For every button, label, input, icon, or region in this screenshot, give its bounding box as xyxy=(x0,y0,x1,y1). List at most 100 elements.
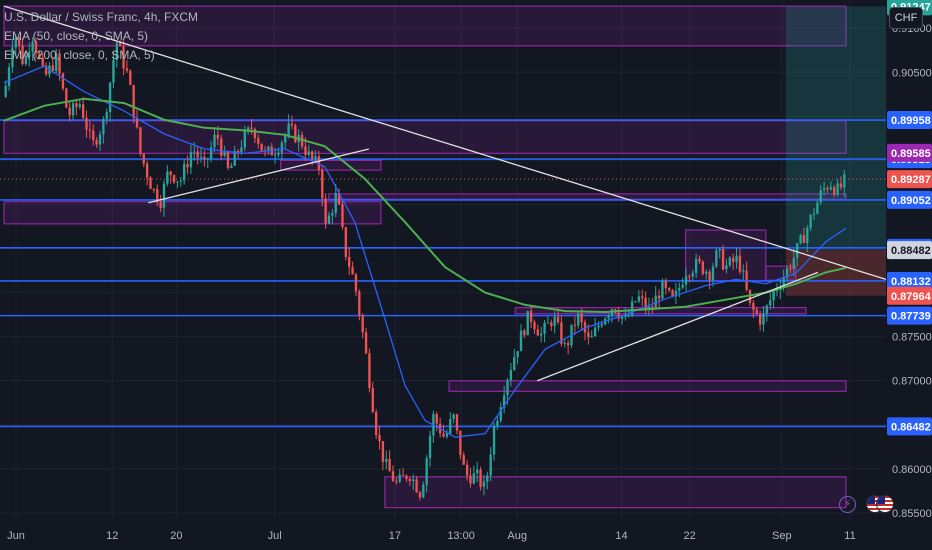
candle-body xyxy=(307,151,310,155)
bolt-icon[interactable]: ⚡ xyxy=(839,496,856,513)
candle-body xyxy=(385,458,388,463)
candle-body xyxy=(708,271,711,281)
candle-body xyxy=(331,212,334,216)
us-flag-icon[interactable] xyxy=(876,495,894,513)
highlight-price-label: 0.88482 xyxy=(891,245,931,257)
zone-box xyxy=(3,201,382,225)
candle-body xyxy=(540,333,543,336)
candle-body xyxy=(58,53,61,74)
candle-body xyxy=(833,187,836,195)
candle-body xyxy=(199,156,203,158)
candle-body xyxy=(240,147,243,153)
currency-button[interactable]: CHF xyxy=(889,7,923,29)
candle-body xyxy=(661,280,664,299)
candle-body xyxy=(233,150,236,166)
candle-body xyxy=(169,171,172,176)
candle-body xyxy=(651,306,654,308)
candle-body xyxy=(597,325,600,328)
candle-body xyxy=(573,324,577,326)
candle-body xyxy=(122,46,125,69)
candle-body xyxy=(14,37,17,48)
candle-body xyxy=(236,150,240,153)
candle-body xyxy=(112,59,115,83)
level-price-label: 0.89052 xyxy=(891,195,931,207)
legend-ema50: EMA (50, close, 0, SMA, 5) xyxy=(4,29,149,43)
candle-body xyxy=(600,324,603,326)
x-axis-labels: Jun 12 20 Jul 17 13:00 Aug 14 22 Sep 11 xyxy=(7,530,856,542)
candle-body xyxy=(415,479,418,493)
candle-body xyxy=(401,474,405,476)
candle-body xyxy=(533,322,536,330)
candle-body xyxy=(843,174,846,188)
candle-body xyxy=(209,147,213,159)
candle-body xyxy=(351,266,354,275)
candle-body xyxy=(243,131,246,148)
level-price-label: 0.86482 xyxy=(891,421,931,433)
candle-body xyxy=(354,274,358,292)
candle-body xyxy=(428,435,432,459)
candle-body xyxy=(267,146,270,152)
candle-body xyxy=(17,37,21,46)
candle-body xyxy=(577,313,580,326)
level-price-label-bg xyxy=(887,417,932,436)
candle-body xyxy=(358,291,361,316)
zone-box xyxy=(3,5,847,47)
candle-body xyxy=(247,127,250,132)
candle-body xyxy=(681,284,684,288)
candle-body xyxy=(230,165,233,169)
candle-body xyxy=(125,68,129,71)
candle-body xyxy=(68,107,71,116)
candle-body xyxy=(674,290,678,297)
candle-body xyxy=(257,138,260,144)
position-tool[interactable] xyxy=(785,6,886,296)
candle-body xyxy=(580,313,583,323)
level-price-label-bg xyxy=(887,111,932,130)
candle-body xyxy=(253,128,257,139)
candle-body xyxy=(314,156,317,159)
candle-body xyxy=(24,56,28,65)
candle-body xyxy=(405,475,408,479)
candle-body xyxy=(556,316,560,323)
candle-body xyxy=(183,164,186,181)
x-tick-label: 14 xyxy=(615,530,627,542)
candle-body xyxy=(553,316,556,327)
y-tick-label: 0.87500 xyxy=(892,332,932,344)
candle-body xyxy=(482,481,486,487)
candle-body xyxy=(31,41,34,52)
position-loss-zone xyxy=(785,250,886,296)
candle-body xyxy=(755,309,758,314)
candle-body xyxy=(745,270,748,290)
candle-body xyxy=(694,258,698,273)
candle-body xyxy=(624,316,627,318)
candle-body xyxy=(159,202,162,208)
candle-body xyxy=(193,151,196,153)
candle-body xyxy=(317,156,321,170)
candle-body xyxy=(189,152,193,168)
candle-body xyxy=(802,235,806,244)
candle-body xyxy=(654,295,657,308)
candle-body xyxy=(422,484,425,498)
candle-body xyxy=(115,42,119,60)
candle-body xyxy=(321,169,324,199)
candle-body xyxy=(782,277,785,288)
candle-body xyxy=(826,188,829,190)
time-axis[interactable] xyxy=(0,520,932,550)
candle-body xyxy=(304,146,307,155)
candle-body xyxy=(775,289,779,292)
candle-body xyxy=(213,134,216,148)
x-tick-label: 11 xyxy=(844,530,855,542)
candle-body xyxy=(81,104,85,118)
candle-body xyxy=(563,342,566,344)
candle-body xyxy=(502,395,506,408)
x-tick-label: 12 xyxy=(106,530,118,542)
candle-body xyxy=(678,287,681,291)
candle-body xyxy=(593,327,597,336)
x-tick-label: 17 xyxy=(389,530,401,542)
candle-body xyxy=(341,204,344,228)
zone-box xyxy=(384,476,847,509)
x-tick-label: 22 xyxy=(684,530,696,542)
candle-body xyxy=(38,53,41,59)
candle-body xyxy=(172,175,176,183)
y-tick-label: 0.87000 xyxy=(892,376,932,388)
